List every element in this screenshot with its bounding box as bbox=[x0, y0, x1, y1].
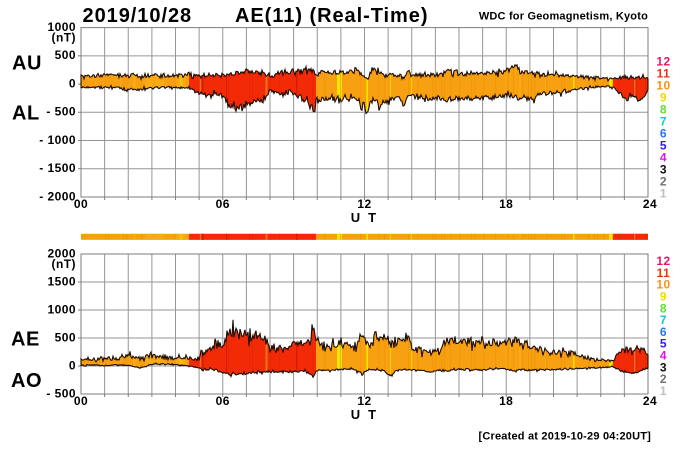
svg-text:AO: AO bbox=[11, 370, 42, 392]
svg-text:11: 11 bbox=[657, 66, 671, 80]
svg-text:1500: 1500 bbox=[48, 274, 77, 288]
svg-text:4: 4 bbox=[660, 349, 667, 363]
svg-text:3: 3 bbox=[660, 360, 667, 374]
svg-text:9: 9 bbox=[660, 290, 667, 304]
svg-text:- 500: - 500 bbox=[46, 105, 76, 119]
svg-text:0: 0 bbox=[69, 77, 76, 91]
svg-text:7: 7 bbox=[660, 114, 667, 128]
svg-text:8: 8 bbox=[660, 301, 667, 315]
svg-text:- 1000: - 1000 bbox=[39, 133, 76, 147]
svg-text:5: 5 bbox=[660, 337, 667, 351]
svg-text:24: 24 bbox=[643, 394, 657, 408]
svg-text:AE: AE bbox=[11, 329, 40, 351]
svg-text:10: 10 bbox=[656, 78, 670, 92]
svg-text:6: 6 bbox=[660, 325, 667, 339]
svg-text:U T: U T bbox=[351, 407, 379, 422]
svg-text:AL: AL bbox=[12, 103, 40, 125]
svg-text:10: 10 bbox=[656, 278, 670, 292]
svg-text:(nT): (nT) bbox=[52, 31, 76, 45]
svg-text:00: 00 bbox=[74, 197, 88, 211]
svg-text:06: 06 bbox=[216, 394, 230, 408]
svg-text:500: 500 bbox=[55, 48, 76, 62]
svg-text:24: 24 bbox=[643, 197, 657, 211]
svg-text:12: 12 bbox=[357, 394, 371, 408]
svg-text:18: 18 bbox=[499, 197, 513, 211]
svg-text:2019/10/28: 2019/10/28 bbox=[83, 5, 193, 27]
svg-text:3: 3 bbox=[660, 162, 667, 176]
svg-text:- 2000: - 2000 bbox=[39, 189, 76, 203]
svg-text:11: 11 bbox=[657, 266, 671, 280]
svg-text:1000: 1000 bbox=[48, 20, 77, 34]
svg-text:9: 9 bbox=[660, 90, 667, 104]
svg-text:00: 00 bbox=[74, 394, 88, 408]
svg-text:(nT): (nT) bbox=[52, 257, 76, 271]
svg-text:WDC for Geomagnetism, Kyoto: WDC for Geomagnetism, Kyoto bbox=[479, 11, 648, 23]
svg-text:7: 7 bbox=[660, 313, 667, 327]
svg-text:12: 12 bbox=[656, 54, 670, 68]
svg-text:6: 6 bbox=[660, 126, 667, 140]
svg-text:12: 12 bbox=[656, 254, 670, 268]
svg-text:- 1500: - 1500 bbox=[39, 161, 76, 175]
svg-text:500: 500 bbox=[55, 330, 76, 344]
svg-text:AE(11) (Real-Time): AE(11) (Real-Time) bbox=[235, 5, 428, 27]
svg-text:1000: 1000 bbox=[48, 302, 77, 316]
svg-text:12: 12 bbox=[357, 197, 371, 211]
svg-text:- 500: - 500 bbox=[46, 386, 76, 400]
svg-text:U T: U T bbox=[351, 210, 379, 225]
svg-text:AU: AU bbox=[12, 53, 42, 75]
svg-text:2: 2 bbox=[660, 372, 667, 386]
svg-text:[Created at 2019-10-29 04:20UT: [Created at 2019-10-29 04:20UT] bbox=[479, 431, 652, 443]
svg-text:2: 2 bbox=[660, 174, 667, 188]
svg-text:4: 4 bbox=[660, 150, 667, 164]
svg-text:1: 1 bbox=[660, 186, 667, 200]
svg-text:06: 06 bbox=[216, 197, 230, 211]
svg-text:0: 0 bbox=[69, 358, 76, 372]
svg-text:8: 8 bbox=[660, 102, 667, 116]
svg-text:18: 18 bbox=[499, 394, 513, 408]
svg-text:2000: 2000 bbox=[48, 246, 77, 260]
svg-text:5: 5 bbox=[660, 138, 667, 152]
svg-text:1: 1 bbox=[660, 384, 667, 398]
